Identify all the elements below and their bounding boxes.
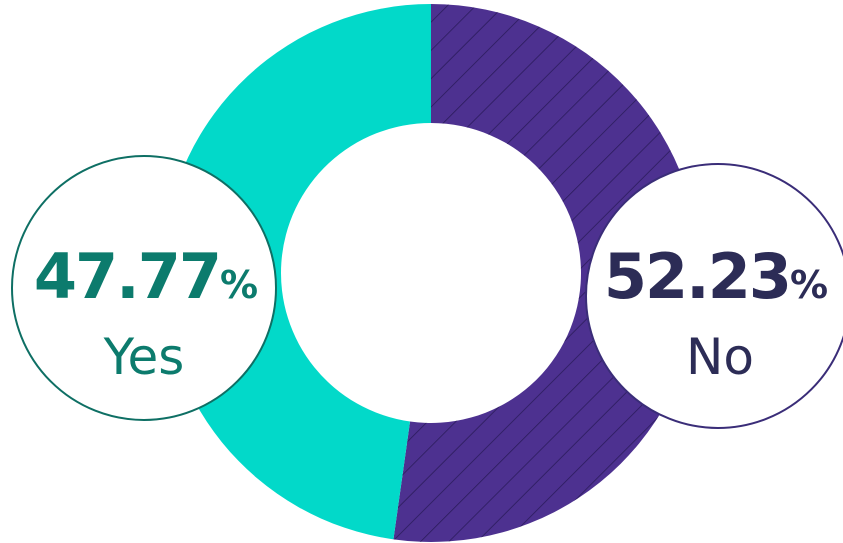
no-category-label: No (686, 328, 754, 386)
slice-no-hatch (393, 4, 701, 542)
no-percentage-label: 52.23% (604, 240, 828, 313)
yes-label-bubble: 47.77% Yes (11, 155, 277, 421)
yes-category-label: Yes (103, 328, 185, 386)
yes-bubble-circle (11, 155, 277, 421)
no-label-bubble: 52.23% No (585, 163, 843, 429)
yes-percent-sign: % (220, 263, 258, 307)
no-bubble-circle (585, 163, 843, 429)
yes-percentage-label: 47.77% (34, 240, 258, 313)
no-percent-sign: % (790, 263, 828, 307)
slice-yes (162, 4, 431, 540)
yes-value-text: 47.77 (34, 240, 220, 313)
donut-slices (162, 4, 701, 542)
no-value-text: 52.23 (604, 240, 790, 313)
